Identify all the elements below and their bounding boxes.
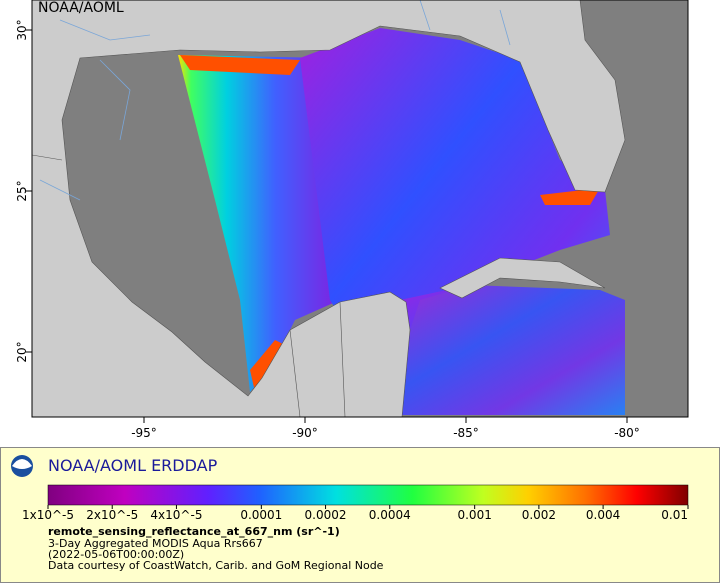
map <box>32 0 688 417</box>
lat-tick-label: 30° <box>15 19 29 40</box>
colorbar-ticks: 1x10^-5 2x10^-5 4x10^-5 0.0001 0.0002 0.0004 0… <box>22 505 689 522</box>
colorbar-tick-label: 4x10^-5 <box>150 508 202 522</box>
colorbar-tick-label: 0.01 <box>661 508 688 522</box>
colorbar-tick-label: 2x10^-5 <box>86 508 138 522</box>
colorbar-tick-label: 0.001 <box>457 508 491 522</box>
lon-tick-label: -85° <box>453 426 479 440</box>
colorbar <box>47 484 689 506</box>
cuba <box>439 257 606 299</box>
rivers <box>39 0 511 201</box>
colorbar-tick-label: 0.0002 <box>305 508 347 522</box>
lat-tick-label: 20° <box>15 341 29 362</box>
lon-tick-label: -95° <box>131 426 157 440</box>
time: (2022-05-06T00:00:00Z) <box>48 548 184 561</box>
colorbar-tick-label: 0.0001 <box>240 508 282 522</box>
legend-title: NOAA/AOML ERDDAP <box>48 456 218 475</box>
colorbar-tick-label: 0.002 <box>522 508 556 522</box>
data-swath-caribbean <box>400 285 625 415</box>
map-frame <box>31 0 689 418</box>
noaa-logo-bird <box>12 459 32 469</box>
variable: remote_sensing_reflectance_at_667_nm (sr… <box>48 525 340 538</box>
data-swath-west <box>178 55 340 392</box>
colorbar-tick-label: 0.004 <box>586 508 620 522</box>
lon-tick-label: -80° <box>614 426 640 440</box>
borders <box>32 154 346 417</box>
colorbar-tick-label: 0.0004 <box>369 508 411 522</box>
colorbar-tick-label: 1x10^-5 <box>22 508 74 522</box>
axes: -95° -90° -85° -80° 20° 25° 30° <box>15 19 640 440</box>
watermark: NOAA/AOML <box>38 0 124 16</box>
lat-tick-label: 25° <box>15 180 29 201</box>
lon-tick-label: -90° <box>292 426 318 440</box>
credit: Data courtesy of CoastWatch, Carib. and … <box>48 559 384 572</box>
dataset: 3-Day Aggregated MODIS Aqua Rrs667 <box>48 537 263 550</box>
land <box>32 0 626 417</box>
